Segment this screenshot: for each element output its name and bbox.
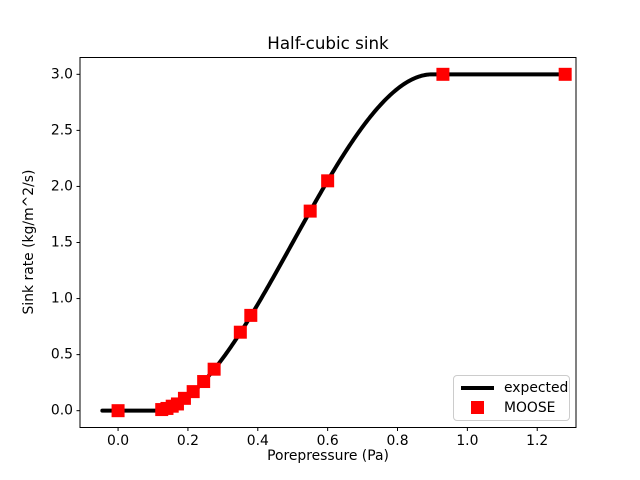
y-tick-label: 1.0 [51, 291, 73, 307]
axes-spines [79, 57, 577, 428]
y-tick-label: 0.0 [51, 403, 73, 419]
legend-expected-handle [461, 386, 494, 391]
moose-square-sample [471, 401, 484, 415]
expected-curve [100, 72, 567, 413]
x-tick-label: 0.6 [317, 433, 339, 449]
x-tick-label: 0.0 [107, 433, 129, 449]
moose-marker [321, 174, 335, 188]
moose-marker [244, 308, 258, 322]
x-tick-label: 1.2 [526, 433, 548, 449]
moose-marker [436, 67, 450, 81]
legend-expected-label: expected [504, 380, 569, 397]
legend: expected MOOSE [453, 375, 570, 421]
y-tick-label: 2.0 [51, 178, 73, 194]
y-tick-label: 3.0 [51, 66, 73, 82]
y-axis-label: Sink rate (kg/m^2/s) [21, 169, 37, 315]
moose-marker [186, 385, 200, 399]
legend-row-moose: MOOSE [461, 400, 562, 417]
chart-title: Half-cubic sink [267, 33, 389, 53]
legend-moose-handle [461, 401, 494, 415]
x-axis-label: Porepressure (Pa) [267, 448, 389, 464]
x-tick-label: 0.4 [247, 433, 269, 449]
moose-marker [303, 204, 317, 218]
legend-moose-label: MOOSE [504, 399, 556, 416]
moose-marker [197, 375, 211, 389]
moose-marker [207, 362, 221, 376]
expected-line-sample [461, 386, 494, 391]
moose-marker [233, 325, 247, 339]
y-tick-label: 2.5 [51, 122, 73, 138]
x-tick-label: 0.8 [386, 433, 408, 449]
y-tick-label: 1.5 [51, 235, 73, 251]
moose-marker [111, 404, 125, 418]
legend-row-expected: expected [461, 380, 568, 397]
x-tick-label: 0.2 [177, 433, 199, 449]
y-tick-label: 0.5 [51, 347, 73, 363]
moose-marker [558, 67, 572, 81]
x-tick-label: 1.0 [456, 433, 478, 449]
